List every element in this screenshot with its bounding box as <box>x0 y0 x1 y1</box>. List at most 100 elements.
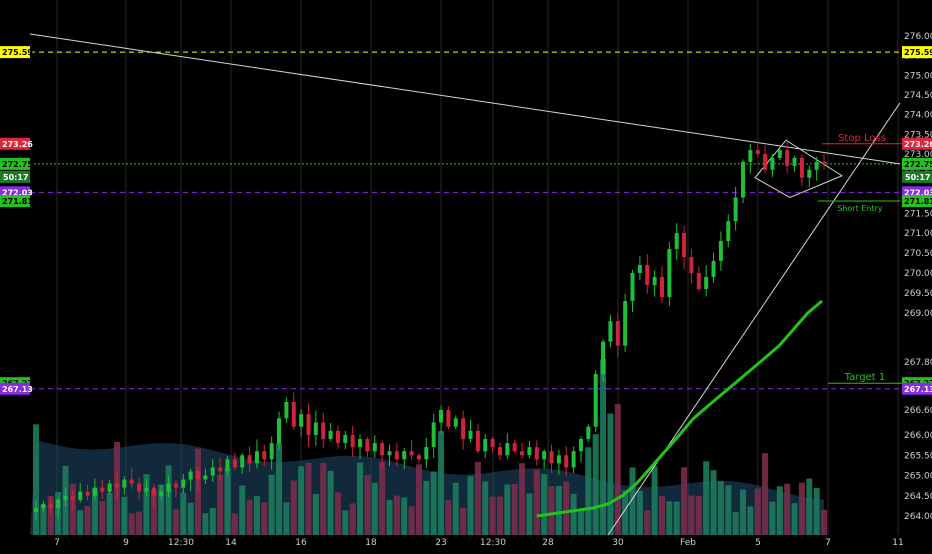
candle-body <box>446 410 451 427</box>
candle-body <box>188 471 193 480</box>
volume-bar <box>651 466 658 535</box>
volume-bar <box>364 475 371 535</box>
y-tick-label: 271.00 <box>904 229 932 239</box>
volume-bar <box>393 495 400 535</box>
candle-body <box>380 443 385 456</box>
volume-bar <box>460 507 467 535</box>
volume-bar <box>430 471 437 535</box>
candle-body <box>689 257 694 273</box>
y-tick-label: 274.50 <box>904 91 932 101</box>
price-levels <box>30 51 900 390</box>
y-tick-label: 270.50 <box>904 249 932 259</box>
volume-bar <box>379 461 386 535</box>
candle-body <box>578 439 583 452</box>
price-tag <box>902 46 932 59</box>
candle-body <box>512 443 517 452</box>
volume-bar <box>622 490 629 535</box>
volume-bar <box>791 503 798 535</box>
candle-body <box>490 439 495 448</box>
volume-bar <box>202 513 209 535</box>
volume-bar <box>180 492 187 535</box>
volume-bar <box>231 513 238 535</box>
candle-body <box>468 430 473 440</box>
candle-body <box>291 402 296 427</box>
annotation-label: Stop Loss <box>838 133 886 144</box>
volume-bar <box>253 496 260 535</box>
y-axis: 276.00275.50275.00274.50274.00273.50273.… <box>904 32 932 522</box>
candle-body <box>652 277 657 285</box>
volume-bar <box>298 466 305 535</box>
volume-bar <box>143 474 150 535</box>
candle-body <box>232 459 237 468</box>
candle-body <box>807 169 812 178</box>
volume-bar <box>47 496 54 535</box>
x-tick-label: 23 <box>435 538 446 548</box>
volume-bar <box>769 501 776 535</box>
volume-bar <box>452 482 459 535</box>
volume-bar <box>776 486 783 535</box>
volume-bar <box>187 502 194 535</box>
volume-bar <box>77 510 84 535</box>
y-tick-label: 273.00 <box>904 150 932 160</box>
candle-body <box>306 414 311 435</box>
x-tick-label: 14 <box>225 538 237 548</box>
candle-body <box>549 451 554 464</box>
candle-body <box>41 503 46 508</box>
y-tick-label: 267.80 <box>904 358 932 368</box>
volume-bar <box>239 485 246 535</box>
y-tick-label: 264.00 <box>904 512 932 522</box>
volume-bar <box>496 496 503 535</box>
candle-body <box>505 443 510 456</box>
price-tag <box>0 137 30 150</box>
price-tag <box>0 195 30 208</box>
candle-body <box>593 374 598 427</box>
volume-bar <box>813 487 820 535</box>
volume-bar <box>276 442 283 535</box>
diamond-pattern <box>754 139 844 199</box>
x-tick-label: 11 <box>892 538 903 548</box>
volume-bar <box>121 496 128 535</box>
volume-bar <box>408 506 415 535</box>
candle-body <box>497 447 502 456</box>
candle-body <box>740 161 745 198</box>
volume-bar <box>533 469 540 535</box>
volume-bar <box>334 492 341 535</box>
price-tag-label: 272.03 <box>2 188 33 197</box>
y-tick-label: 266.00 <box>904 431 932 441</box>
volume-bar <box>467 476 474 535</box>
volume-bar <box>548 485 555 535</box>
candle-body <box>667 249 672 297</box>
candle-body <box>343 435 348 444</box>
candle-body <box>225 459 230 472</box>
x-tick-label: 30 <box>612 538 624 548</box>
candle-body <box>173 483 178 488</box>
y-tick-label: 271.50 <box>904 209 932 219</box>
volume-bar <box>217 474 224 535</box>
candle-body <box>682 233 687 257</box>
volume-bar <box>474 462 481 535</box>
candle-body <box>659 277 664 297</box>
volume-bar <box>158 484 165 535</box>
annotation-label: Short Entry <box>837 204 883 213</box>
price-tag-label: 273.26 <box>904 140 932 149</box>
price-tag-label: 272.75 <box>2 160 33 169</box>
annotation-label: Target 1 <box>844 372 885 383</box>
volume-bar <box>99 501 106 535</box>
x-tick-label: Feb <box>680 538 696 548</box>
candle-body <box>350 435 355 448</box>
candle-body <box>262 451 267 460</box>
price-tag-label: 271.81 <box>904 197 932 206</box>
candle-body <box>100 487 105 492</box>
price-tag <box>0 382 30 395</box>
candle-body <box>564 455 569 468</box>
candle-body <box>358 439 363 448</box>
annotations: Stop Loss Short Entry Target 1 <box>818 133 902 384</box>
volume-bar <box>224 468 231 535</box>
candle-body <box>394 451 399 460</box>
volume-bar <box>128 513 135 535</box>
candle-body <box>792 157 797 166</box>
volume-bar <box>739 489 746 535</box>
volume-bar <box>84 506 91 535</box>
x-tick-label: 9 <box>123 538 129 548</box>
y-tick-label: 274.00 <box>904 111 932 121</box>
